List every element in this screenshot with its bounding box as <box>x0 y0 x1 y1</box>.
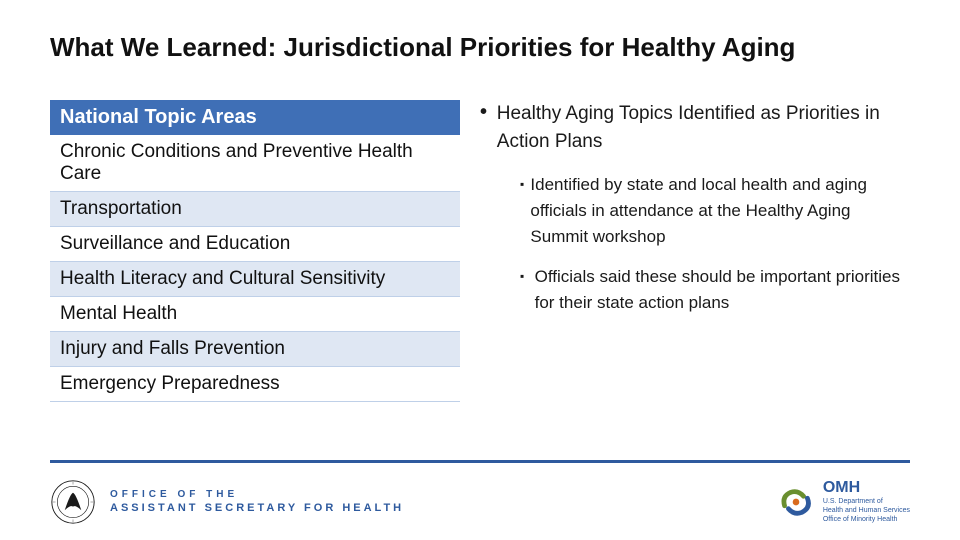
bullet-square-icon: ▪ <box>520 172 530 250</box>
footer-inner: OFFICE OF THE ASSISTANT SECRETARY FOR HE… <box>50 463 910 540</box>
omh-block: OMH U.S. Department of Health and Human … <box>777 479 910 524</box>
omh-logo-icon <box>777 483 815 521</box>
topic-row: Surveillance and Education <box>50 227 460 262</box>
topic-table-header: National Topic Areas <box>50 100 460 135</box>
office-line1: OFFICE OF THE <box>110 489 404 500</box>
footer: OFFICE OF THE ASSISTANT SECRETARY FOR HE… <box>0 460 960 540</box>
left-column: National Topic Areas Chronic Conditions … <box>50 100 460 402</box>
hhs-seal-icon <box>50 479 96 525</box>
topic-row: Mental Health <box>50 297 460 332</box>
omh-sub2: Health and Human Services <box>823 506 910 515</box>
content-area: National Topic Areas Chronic Conditions … <box>50 100 910 402</box>
right-column: • Healthy Aging Topics Identified as Pri… <box>460 100 910 402</box>
bullet-level1: • Healthy Aging Topics Identified as Pri… <box>480 100 910 156</box>
omh-sub3: Office of Minority Health <box>823 515 910 524</box>
omh-sub1: U.S. Department of <box>823 497 910 506</box>
office-line2: ASSISTANT SECRETARY FOR HEALTH <box>110 502 404 514</box>
slide: What We Learned: Jurisdictional Prioriti… <box>0 0 960 540</box>
bullet-square-icon: ▪ <box>520 264 535 316</box>
topic-row: Transportation <box>50 192 460 227</box>
bullet-level2: ▪ Officials said these should be importa… <box>520 264 910 316</box>
omh-text: OMH U.S. Department of Health and Human … <box>823 479 910 524</box>
omh-abbrev: OMH <box>823 479 910 497</box>
topic-row: Health Literacy and Cultural Sensitivity <box>50 262 460 297</box>
bullet-level2: ▪ Identified by state and local health a… <box>520 172 910 250</box>
office-text: OFFICE OF THE ASSISTANT SECRETARY FOR HE… <box>110 489 404 514</box>
topic-row: Emergency Preparedness <box>50 367 460 402</box>
bullet-text: Healthy Aging Topics Identified as Prior… <box>497 100 910 156</box>
topic-row: Injury and Falls Prevention <box>50 332 460 367</box>
slide-title: What We Learned: Jurisdictional Prioriti… <box>50 32 795 63</box>
topic-table: National Topic Areas Chronic Conditions … <box>50 100 460 402</box>
bullet-text: Officials said these should be important… <box>535 264 910 316</box>
topic-row: Chronic Conditions and Preventive Health… <box>50 135 460 192</box>
bullet-dot-icon: • <box>480 100 497 156</box>
bullet-text: Identified by state and local health and… <box>530 172 910 250</box>
